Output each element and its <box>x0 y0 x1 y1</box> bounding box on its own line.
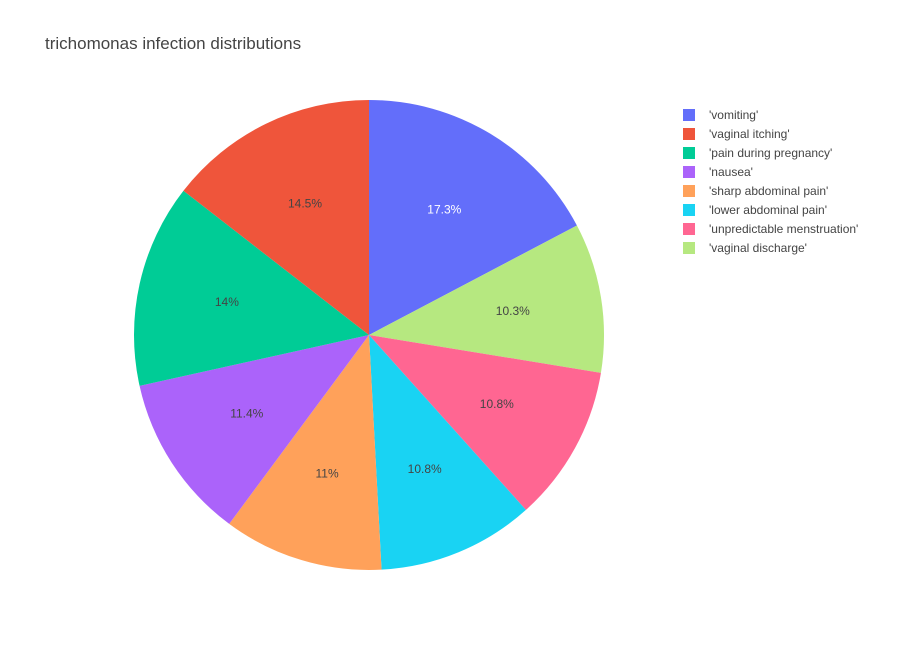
pie-slice-label: 14% <box>215 295 239 309</box>
pie-slice[interactable] <box>369 225 604 373</box>
legend-swatch <box>683 108 695 121</box>
pie-slice[interactable] <box>133 190 369 386</box>
legend-swatch <box>683 165 695 178</box>
legend-item[interactable]: 'sharp abdominal pain' <box>683 181 858 200</box>
legend-swatch <box>683 184 695 197</box>
pie-slice[interactable] <box>139 335 369 524</box>
pie-slice-label: 10.8% <box>408 462 442 476</box>
pie-slice[interactable] <box>369 100 577 335</box>
legend-label: 'lower abdominal pain' <box>709 202 827 217</box>
legend-label: 'pain during pregnancy' <box>709 145 833 160</box>
legend-swatch <box>683 222 695 235</box>
legend-item[interactable]: 'unpredictable menstruation' <box>683 219 858 238</box>
legend-item[interactable]: 'vaginal itching' <box>683 124 858 143</box>
legend-item[interactable]: 'vaginal discharge' <box>683 238 858 257</box>
legend-label: 'sharp abdominal pain' <box>709 183 829 198</box>
legend-item[interactable]: 'nausea' <box>683 162 858 181</box>
legend-label: 'vaginal itching' <box>709 126 790 141</box>
legend-swatch <box>683 203 695 216</box>
pie-slice-label: 11% <box>316 467 339 481</box>
legend-swatch <box>683 127 695 140</box>
legend-label: 'nausea' <box>709 164 753 179</box>
legend-label: 'vomiting' <box>709 107 759 122</box>
pie-slice-label: 11.4% <box>230 406 263 420</box>
pie-slice[interactable] <box>229 335 382 570</box>
pie-slice-label: 17.3% <box>427 202 461 216</box>
pie-slice-labels: 17.3% 10.3% 10.8% 10.8% 11% 11.4% 14% 14.5% <box>215 196 530 480</box>
legend-item[interactable]: 'pain during pregnancy' <box>683 143 858 162</box>
pie-slice-label: 10.3% <box>496 304 530 318</box>
pie-slice-label: 14.5% <box>288 196 322 210</box>
legend-swatch <box>683 146 695 159</box>
pie-slice[interactable] <box>183 100 369 335</box>
chart-title: trichomonas infection distributions <box>45 34 302 53</box>
legend-item[interactable]: 'lower abdominal pain' <box>683 200 858 219</box>
legend-item[interactable]: 'vomiting' <box>683 105 858 124</box>
legend-swatch <box>683 241 695 254</box>
legend: 'vomiting' 'vaginal itching' 'pain durin… <box>683 105 858 257</box>
pie-slices <box>133 100 604 570</box>
pie-slice[interactable] <box>369 335 526 570</box>
legend-label: 'vaginal discharge' <box>709 240 807 255</box>
legend-label: 'unpredictable menstruation' <box>709 221 859 236</box>
pie-slice-label: 10.8% <box>480 397 514 411</box>
pie-slice[interactable] <box>369 335 601 510</box>
